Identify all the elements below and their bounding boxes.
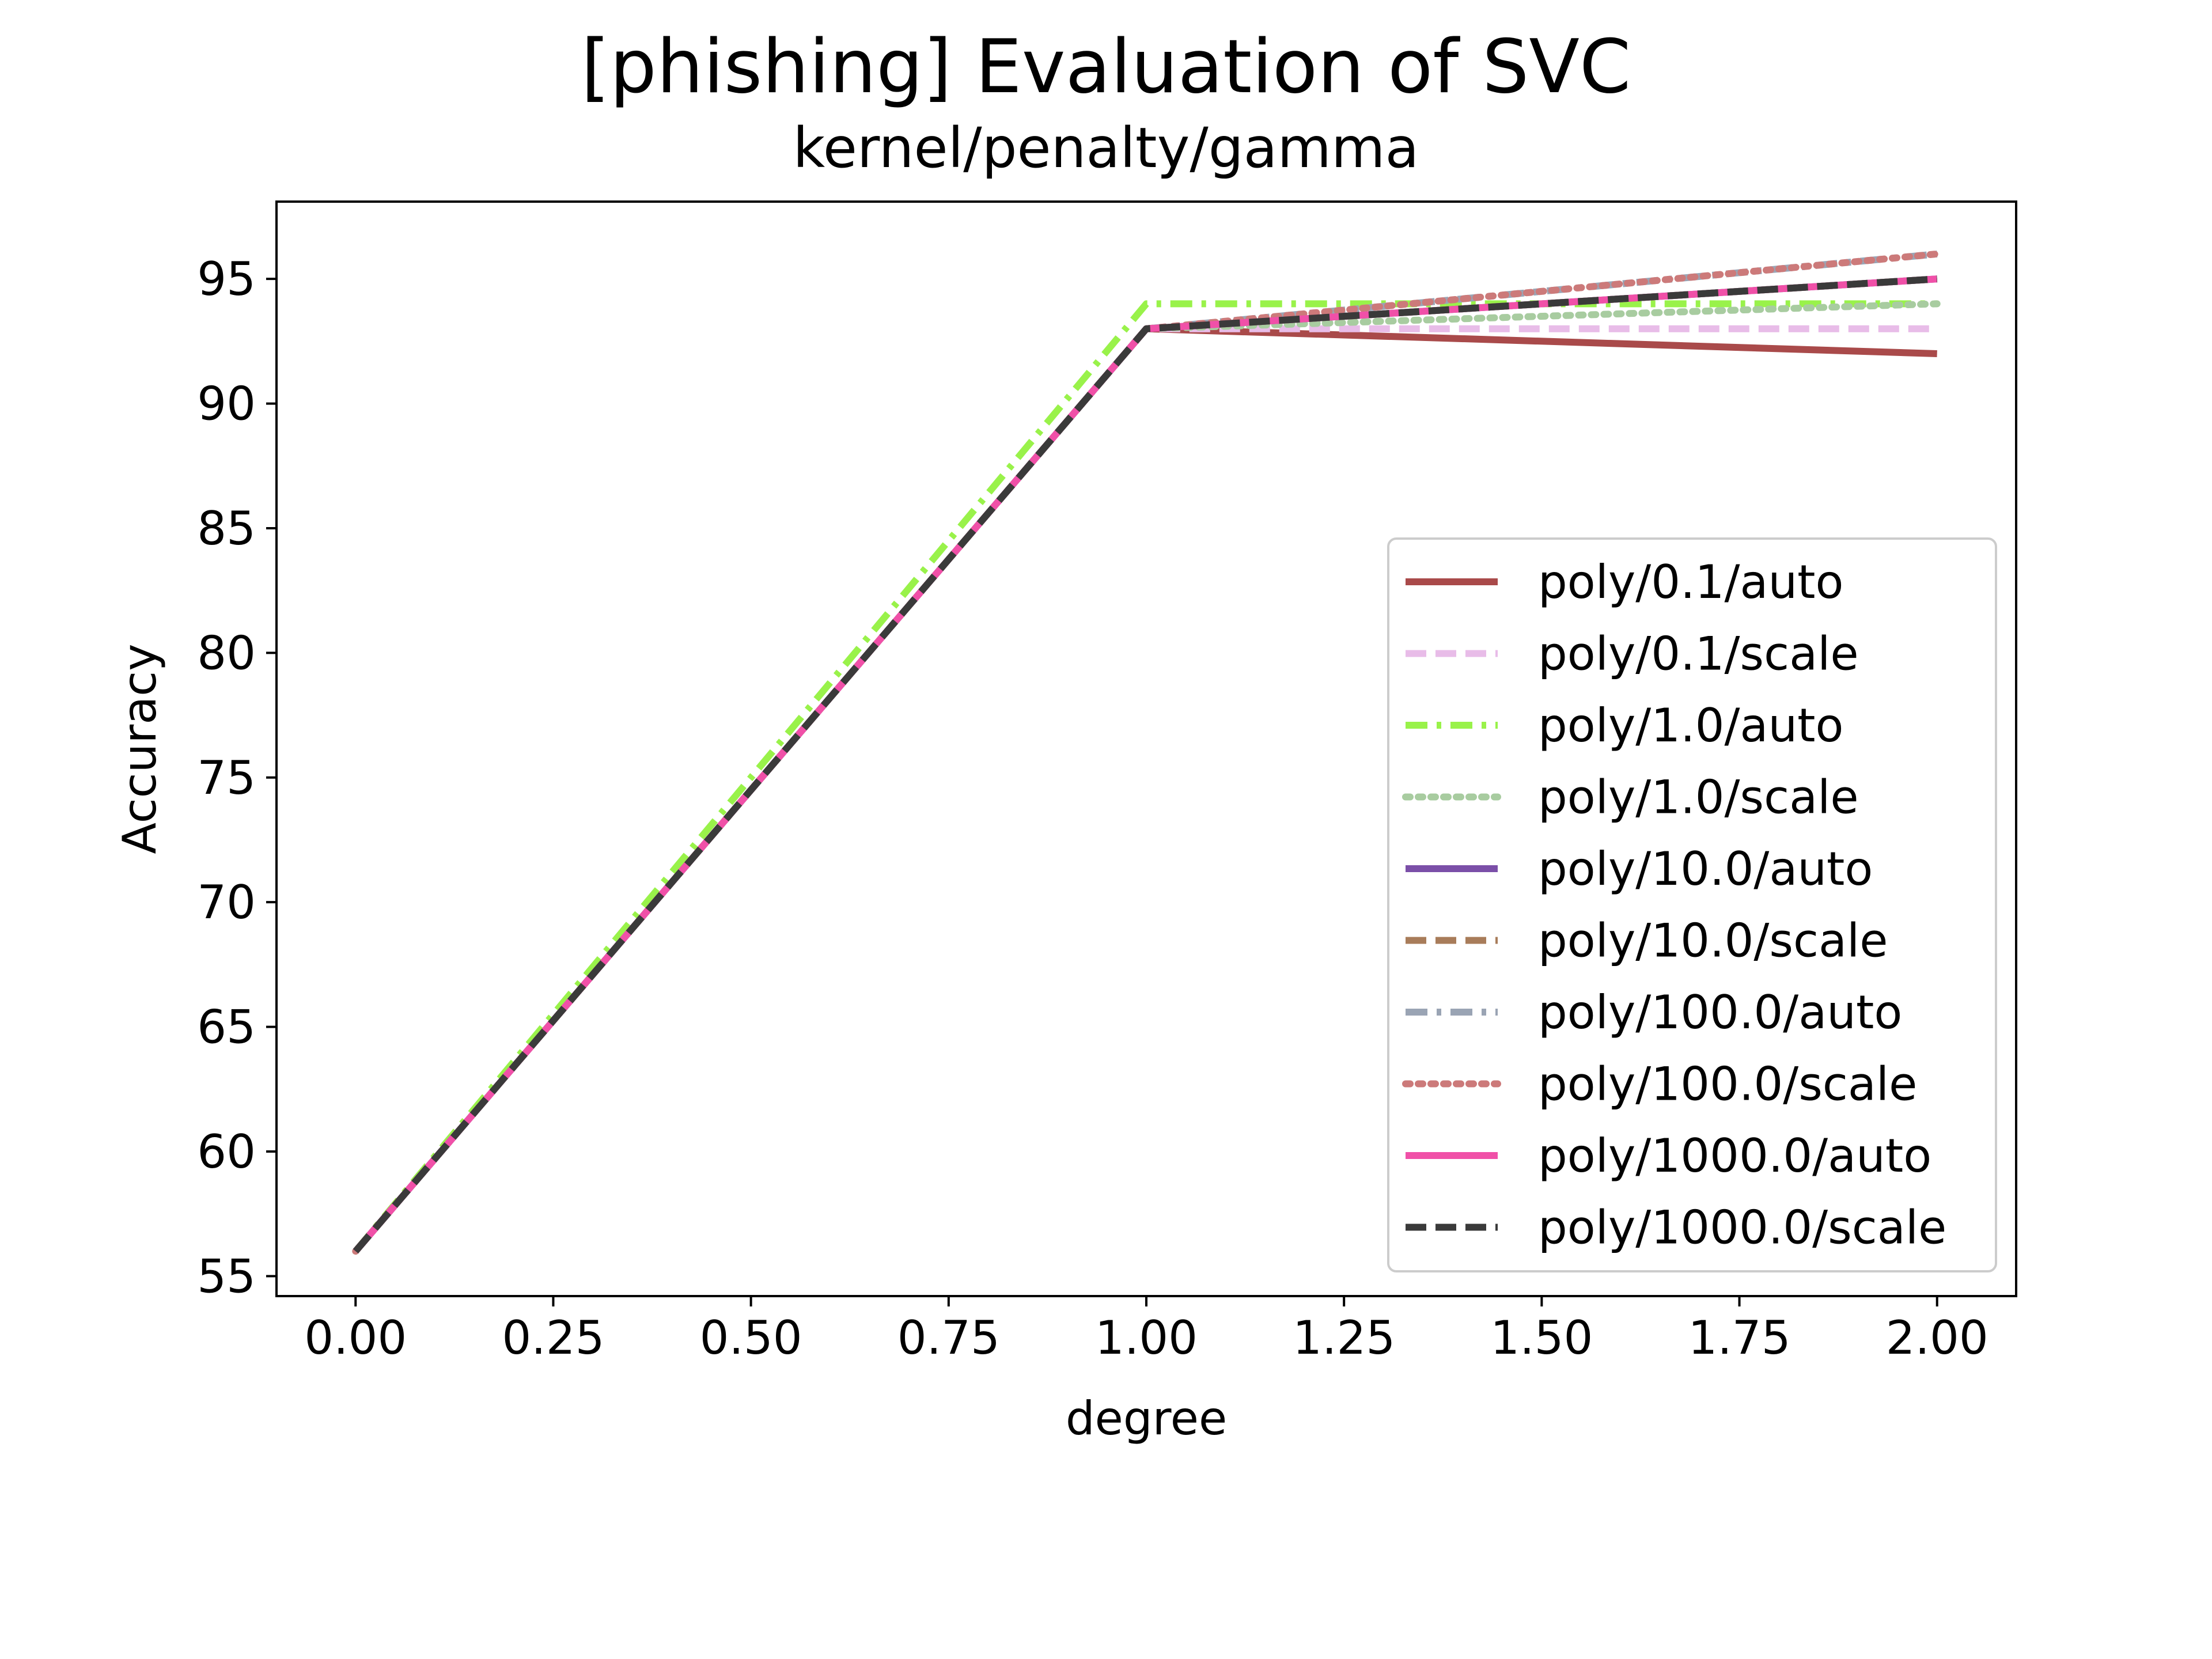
x-tick-label: 2.00 — [1886, 1311, 1988, 1365]
legend-label: poly/1.0/auto — [1538, 699, 1843, 752]
x-tick-label: 0.00 — [304, 1311, 407, 1365]
x-tick-label: 1.75 — [1688, 1311, 1790, 1365]
legend-label: poly/100.0/auto — [1538, 986, 1902, 1039]
y-tick-label: 70 — [197, 876, 256, 929]
legend-label: poly/1000.0/auto — [1538, 1129, 1931, 1183]
series-line-poly-1-0-auto — [353, 300, 1937, 1253]
y-tick-label: 85 — [197, 502, 256, 555]
legend: poly/0.1/auto poly/0.1/scale poly/1.0/auto… — [1387, 537, 1997, 1272]
series-line-poly-1000-0-scale — [353, 275, 1938, 1254]
x-tick-label: 1.50 — [1490, 1311, 1593, 1365]
y-axis: 55 60 65 70 75 80 85 90 95 — [197, 252, 276, 1303]
y-tick-label: 55 — [197, 1249, 256, 1303]
legend-label: poly/1000.0/scale — [1538, 1201, 1946, 1255]
legend-label: poly/10.0/auto — [1538, 842, 1873, 896]
x-tick-label: 0.50 — [700, 1311, 802, 1365]
legend-label: poly/1.0/scale — [1538, 771, 1859, 824]
y-tick-label: 65 — [197, 1001, 256, 1054]
legend-box — [1387, 537, 1997, 1272]
chart-subtitle: kernel/penalty/gamma — [793, 116, 1419, 180]
x-tick-label: 0.75 — [897, 1311, 1000, 1365]
x-axis: 0.00 0.25 0.50 0.75 1.00 1.25 1.50 1.75 2.00 — [304, 1296, 1988, 1365]
x-tick-label: 0.25 — [502, 1311, 604, 1365]
chart-title: [phishing] Evaluation of SVC — [581, 24, 1631, 110]
y-tick-label: 90 — [197, 377, 256, 431]
series-layer — [352, 250, 1941, 1255]
y-tick-label: 60 — [197, 1125, 256, 1179]
legend-label: poly/10.0/scale — [1538, 914, 1888, 968]
legend-label: poly/0.1/scale — [1538, 627, 1859, 681]
legend-items: poly/0.1/auto poly/0.1/scale poly/1.0/auto… — [1402, 555, 1946, 1255]
legend-label: poly/100.0/scale — [1538, 1058, 1917, 1111]
y-tick-label: 75 — [197, 751, 256, 805]
x-tick-label: 1.00 — [1095, 1311, 1198, 1365]
x-tick-label: 1.25 — [1293, 1311, 1395, 1365]
y-tick-label: 80 — [197, 626, 256, 680]
y-tick-label: 95 — [197, 252, 256, 306]
x-axis-label: degree — [1066, 1392, 1227, 1445]
legend-label: poly/0.1/auto — [1538, 555, 1843, 609]
y-axis-label: Accuracy — [113, 643, 166, 854]
